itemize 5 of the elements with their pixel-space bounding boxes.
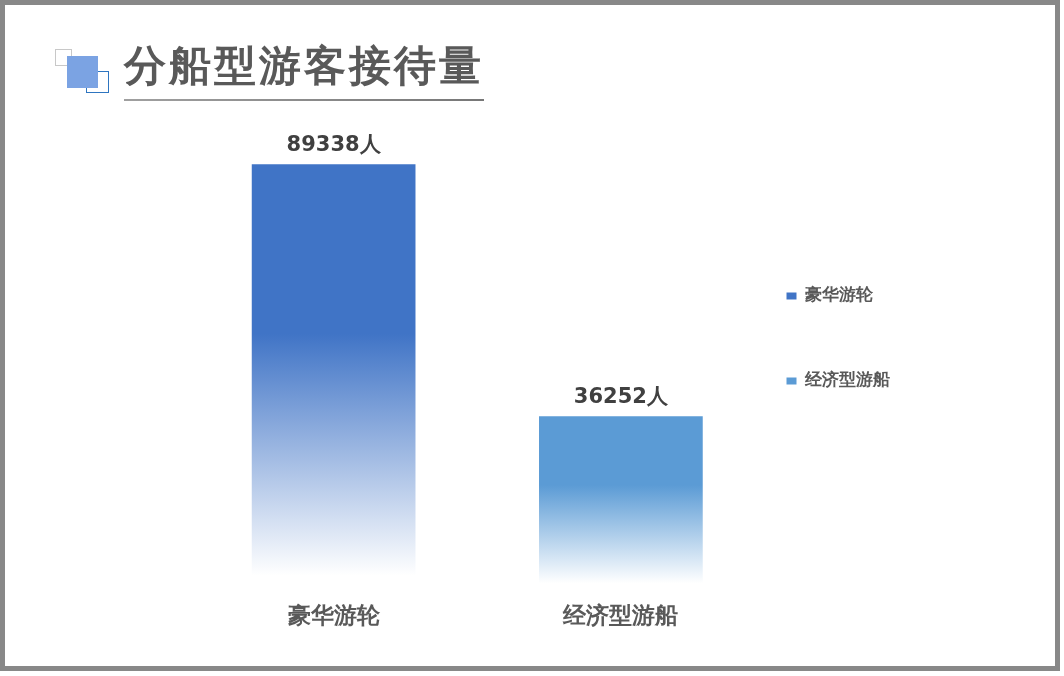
data-label: 36252人: [573, 384, 669, 409]
data-label: 89338人: [286, 132, 382, 157]
legend-label: 经济型游船: [804, 369, 890, 390]
chart-title: 分船型游客接待量: [124, 41, 484, 90]
legend-label: 豪华游轮: [804, 284, 874, 305]
